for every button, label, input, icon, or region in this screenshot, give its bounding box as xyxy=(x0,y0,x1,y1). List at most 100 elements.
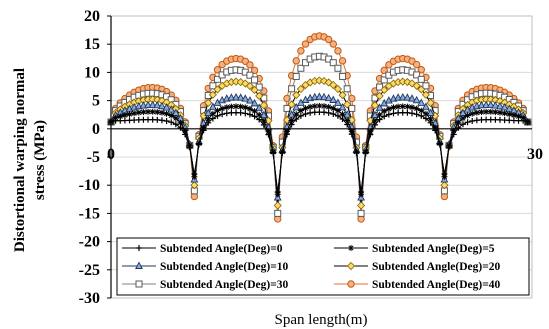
data-point xyxy=(381,108,388,115)
data-point xyxy=(112,114,119,121)
data-point xyxy=(455,124,462,131)
legend-item: Subtended Angle(Deg)=20 xyxy=(334,261,501,273)
data-point xyxy=(297,112,304,119)
series-2 xyxy=(107,92,532,201)
data-point xyxy=(413,105,420,112)
data-point xyxy=(487,108,494,115)
data-point xyxy=(357,201,366,210)
data-point xyxy=(140,109,147,116)
data-point xyxy=(182,127,189,134)
data-point xyxy=(311,103,318,110)
data-point xyxy=(371,117,378,124)
data-point xyxy=(329,40,337,48)
legend-label: Subtended Angle(Deg)=10 xyxy=(160,261,289,273)
data-point xyxy=(339,72,347,80)
legend-item: Subtended Angle(Deg)=10 xyxy=(122,261,289,273)
data-point xyxy=(259,110,268,119)
data-point xyxy=(251,76,259,84)
data-point xyxy=(330,111,337,118)
data-point xyxy=(376,83,384,91)
data-point xyxy=(325,109,332,116)
data-point xyxy=(204,108,213,116)
data-point xyxy=(250,85,259,95)
data-point xyxy=(172,121,179,128)
data-point xyxy=(283,104,291,112)
legend-marker xyxy=(136,245,142,251)
y-tick-label: -5 xyxy=(87,149,100,166)
data-point xyxy=(348,131,355,138)
data-point xyxy=(524,119,531,126)
legend-label: Subtended Angle(Deg)=30 xyxy=(160,279,289,291)
data-point xyxy=(321,109,328,116)
data-point xyxy=(413,111,420,118)
data-point xyxy=(371,110,379,119)
data-point xyxy=(441,170,448,177)
data-point xyxy=(209,110,216,117)
data-point xyxy=(242,104,249,111)
data-point xyxy=(380,76,388,84)
data-point xyxy=(158,109,165,116)
data-point xyxy=(297,47,305,55)
data-point xyxy=(353,150,360,157)
data-point xyxy=(191,170,198,177)
data-point xyxy=(412,81,421,90)
data-point xyxy=(242,110,249,117)
legend-item: Subtended Angle(Deg)=40 xyxy=(334,279,501,291)
data-point xyxy=(172,115,179,122)
data-point xyxy=(315,92,324,100)
data-point xyxy=(259,101,268,110)
data-point xyxy=(455,119,462,126)
data-point xyxy=(236,93,245,101)
data-point xyxy=(381,113,388,120)
data-point xyxy=(376,111,383,118)
data-point xyxy=(148,100,157,108)
data-point xyxy=(367,131,374,138)
data-point xyxy=(371,121,378,128)
data-point xyxy=(473,109,480,116)
data-point xyxy=(245,96,254,104)
data-point xyxy=(223,104,230,111)
data-point xyxy=(399,103,406,110)
data-point xyxy=(279,150,286,157)
data-point xyxy=(301,40,310,48)
data-point xyxy=(293,111,300,118)
data-point xyxy=(338,102,347,111)
data-point xyxy=(385,111,392,118)
data-point xyxy=(375,103,384,111)
series-5 xyxy=(107,32,532,223)
data-point xyxy=(338,90,347,100)
legend-marker xyxy=(135,280,143,288)
data-point xyxy=(436,141,443,148)
data-point xyxy=(241,94,250,102)
data-point xyxy=(195,141,202,148)
data-point xyxy=(209,115,216,122)
data-point xyxy=(255,91,264,100)
data-point xyxy=(469,118,476,125)
data-point xyxy=(236,78,245,87)
data-point xyxy=(256,111,263,118)
data-point xyxy=(186,144,193,151)
data-point xyxy=(163,118,170,125)
data-point xyxy=(329,95,338,103)
data-point xyxy=(491,101,500,109)
y-tick-label: -25 xyxy=(79,262,100,279)
data-point xyxy=(338,57,347,65)
data-point xyxy=(520,117,527,124)
data-point xyxy=(255,83,263,91)
data-point xyxy=(250,98,259,107)
data-point xyxy=(459,115,466,122)
data-point xyxy=(245,81,254,91)
data-point xyxy=(177,119,184,126)
legend-label: Subtended Angle(Deg)=20 xyxy=(372,261,501,273)
data-point xyxy=(214,107,221,114)
legend-item: Subtended Angle(Deg)=0 xyxy=(122,243,283,255)
y-tick-label: 20 xyxy=(84,8,100,25)
data-point xyxy=(219,105,226,112)
legend-label: Subtended Angle(Deg)=0 xyxy=(160,243,283,255)
data-point xyxy=(208,102,217,110)
data-point xyxy=(302,105,309,112)
data-point xyxy=(274,188,281,195)
data-point xyxy=(149,108,156,115)
data-point xyxy=(334,64,342,72)
